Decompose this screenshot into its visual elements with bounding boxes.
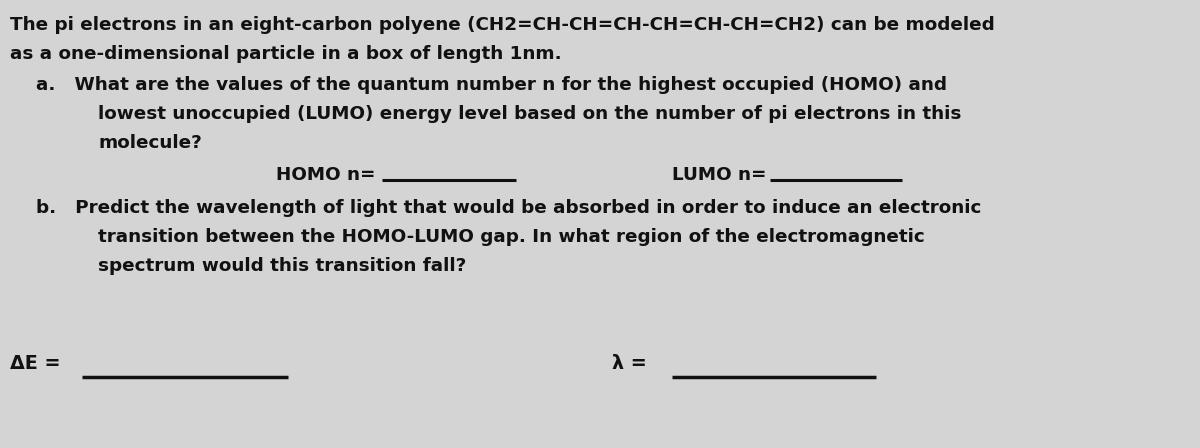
Text: molecule?: molecule? [98,134,203,152]
Text: a.   What are the values of the quantum number n for the highest occupied (HOMO): a. What are the values of the quantum nu… [36,76,947,94]
Text: LUMO n=: LUMO n= [672,166,767,184]
Text: The pi electrons in an eight-carbon polyene (CH2=CH-CH=CH-CH=CH-CH=CH2) can be m: The pi electrons in an eight-carbon poly… [10,16,995,34]
Text: λ =: λ = [612,354,647,373]
Text: HOMO n=: HOMO n= [276,166,376,184]
Text: as a one-dimensional particle in a box of length 1nm.: as a one-dimensional particle in a box o… [10,45,562,63]
Text: lowest unoccupied (LUMO) energy level based on the number of pi electrons in thi: lowest unoccupied (LUMO) energy level ba… [98,105,961,123]
Text: spectrum would this transition fall?: spectrum would this transition fall? [98,257,467,275]
Text: transition between the HOMO-LUMO gap. In what region of the electromagnetic: transition between the HOMO-LUMO gap. In… [98,228,925,246]
Text: b.   Predict the wavelength of light that would be absorbed in order to induce a: b. Predict the wavelength of light that … [36,199,982,217]
Text: ΔE =: ΔE = [10,354,60,373]
